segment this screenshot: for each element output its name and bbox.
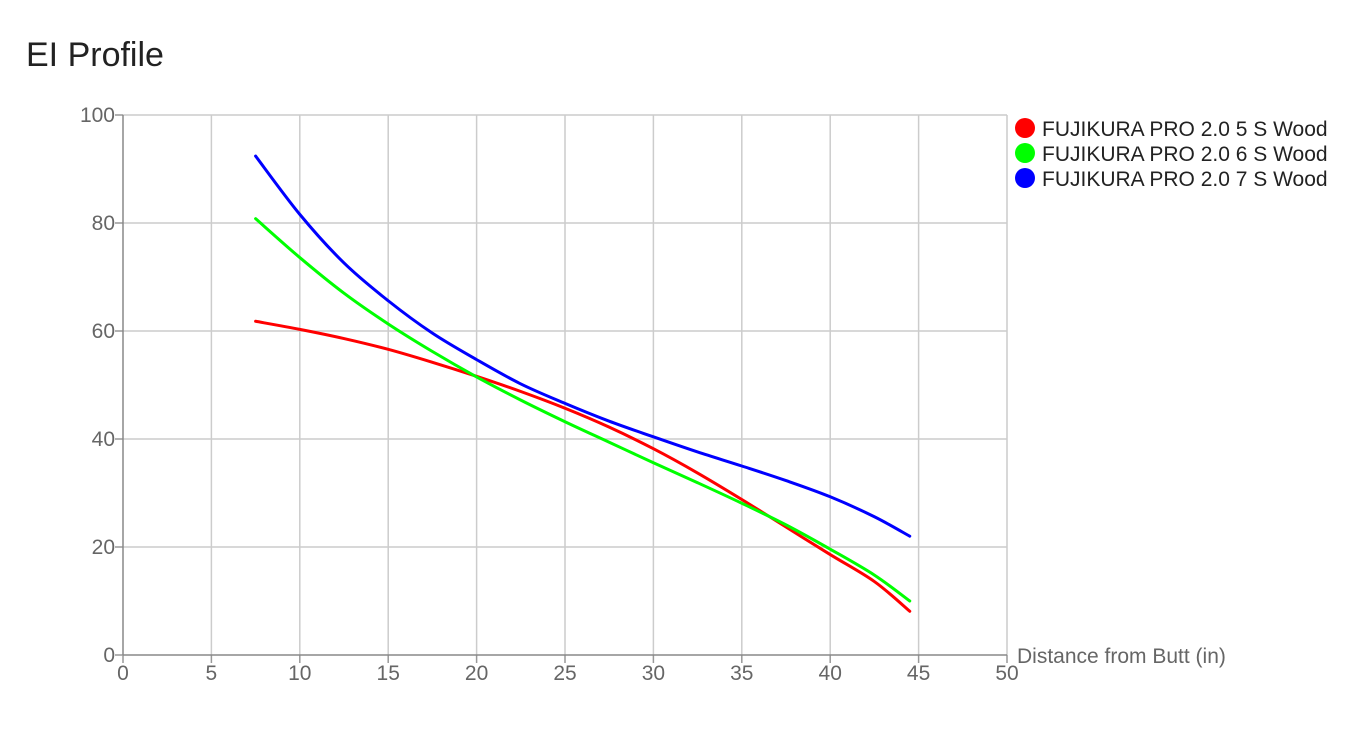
tick-labels: 0 5 10 15 20 25 30 35 40 45 50 0 20 40 60 80 100	[80, 104, 1019, 685]
y-tick-label: 80	[92, 212, 115, 235]
x-tick-label: 25	[553, 662, 576, 685]
axes	[115, 114, 1008, 663]
grid-lines	[123, 114, 1008, 655]
x-tick-label: 20	[465, 662, 488, 685]
legend-swatch-icon	[1015, 168, 1035, 188]
y-tick-label: 60	[92, 320, 115, 343]
series-line-1	[254, 319, 912, 613]
x-tick-label: 35	[730, 662, 753, 685]
legend-swatch-icon	[1015, 143, 1035, 163]
legend-label: FUJIKURA PRO 2.0 7 S Wood	[1042, 168, 1328, 191]
x-tick-label: 40	[819, 662, 842, 685]
legend-label: FUJIKURA PRO 2.0 6 S Wood	[1042, 143, 1328, 166]
chart-title: EI Profile	[26, 36, 164, 74]
y-tick-label: 40	[92, 428, 115, 451]
x-tick-label: 0	[117, 662, 129, 685]
y-tick-label: 0	[103, 644, 115, 667]
x-tick-label: 15	[377, 662, 400, 685]
y-tick-label: 20	[92, 536, 115, 559]
x-tick-label: 30	[642, 662, 665, 685]
series-line-2	[254, 217, 912, 603]
legend-label: FUJIKURA PRO 2.0 5 S Wood	[1042, 118, 1328, 141]
legend-item-3[interactable]: FUJIKURA PRO 2.0 7 S Wood	[1015, 168, 1328, 191]
x-tick-label: 10	[288, 662, 311, 685]
legend-item-1[interactable]: FUJIKURA PRO 2.0 5 S Wood	[1015, 118, 1328, 141]
series-lines	[254, 154, 912, 613]
legend-swatch-icon	[1015, 118, 1035, 138]
y-tick-label: 100	[80, 104, 115, 127]
x-tick-label: 50	[995, 662, 1018, 685]
series-line-3	[254, 154, 912, 538]
x-tick-label: 45	[907, 662, 930, 685]
legend-item-2[interactable]: FUJIKURA PRO 2.0 6 S Wood	[1015, 143, 1328, 166]
x-axis-label: Distance from Butt (in)	[1017, 645, 1226, 668]
x-tick-label: 5	[206, 662, 218, 685]
